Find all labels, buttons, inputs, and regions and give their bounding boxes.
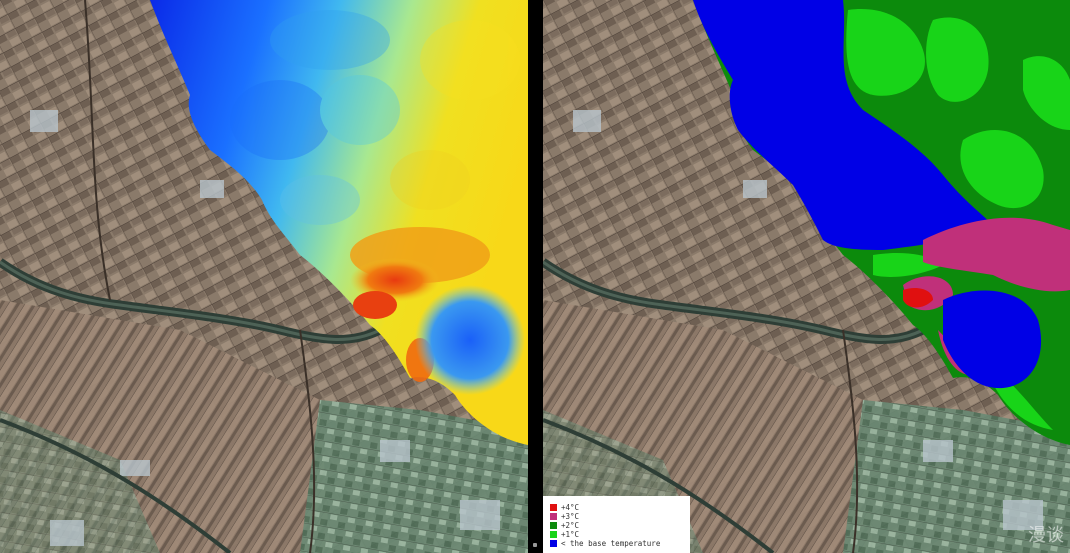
legend-item: +2°C (550, 521, 690, 530)
legend-swatch (550, 531, 557, 538)
villages (573, 110, 1043, 530)
legend-item: +3°C (550, 512, 690, 521)
legend-item: +4°C (550, 503, 690, 512)
legend-swatch (550, 522, 557, 529)
class-region-base (943, 290, 1042, 389)
legend-swatch (550, 540, 557, 547)
road (842, 329, 859, 553)
legend-label: < the base temperature (561, 539, 661, 548)
class-region-plus4 (903, 288, 933, 308)
classified-image-panel: +4°C +3°C +2°C +1°C < the base temperatu… (543, 0, 1070, 553)
legend-swatch (550, 513, 557, 520)
thermal-image-panel (0, 0, 528, 553)
legend-label: +1°C (561, 530, 580, 539)
river-channel (543, 260, 924, 341)
hot-plume (350, 258, 440, 302)
canal (0, 418, 232, 553)
road (84, 0, 111, 301)
legend-label: +3°C (561, 512, 580, 521)
cold-patch (415, 285, 525, 395)
class-region-base (693, 0, 993, 250)
green-fields (0, 410, 160, 553)
legend-label: +2°C (561, 521, 580, 530)
classified-map (543, 0, 1070, 553)
panel-divider (528, 0, 543, 553)
canal (543, 418, 775, 553)
divider-mark (533, 543, 537, 547)
watermark: 漫谈 (1028, 525, 1064, 546)
legend-label: +4°C (561, 503, 580, 512)
class-region-plus3 (923, 217, 1070, 292)
villages (30, 110, 500, 546)
legend-swatch (550, 504, 557, 511)
hot-outlet (353, 291, 397, 319)
legend: +4°C +3°C +2°C +1°C < the base temperatu… (543, 496, 690, 553)
thermal-noise (230, 10, 520, 225)
legend-item: < the base temperature (550, 539, 690, 548)
thermal-map (0, 0, 528, 553)
river-channel (0, 260, 381, 341)
legend-item: +1°C (550, 530, 690, 539)
road (299, 329, 316, 553)
